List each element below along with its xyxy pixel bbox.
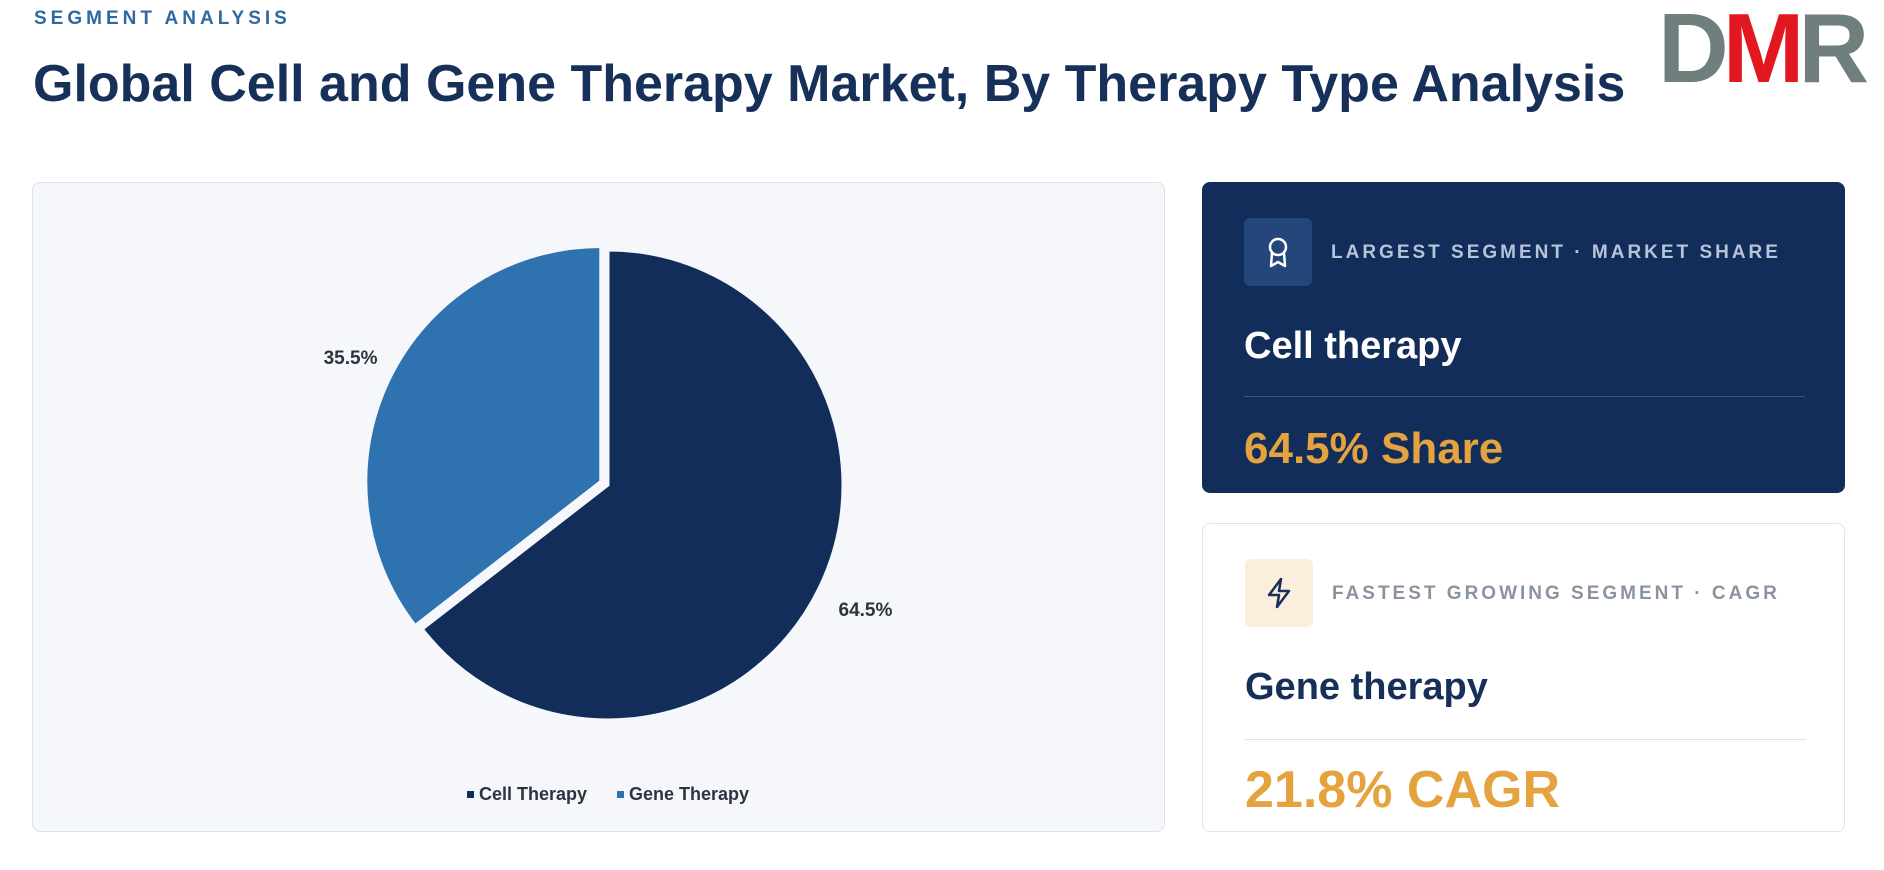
data-label: 35.5% — [324, 348, 378, 369]
logo-letter: D — [1658, 0, 1729, 103]
divider — [1244, 396, 1805, 397]
card: LARGEST SEGMENT · MARKET SHARE Cell ther… — [1202, 182, 1845, 493]
card: FASTEST GROWING SEGMENT · CAGR Gene ther… — [1202, 523, 1845, 832]
legend-label: Cell Therapy — [479, 784, 587, 804]
logo: DMR — [1658, 0, 1869, 105]
logo-letter: M — [1722, 0, 1805, 103]
card-name: Gene therapy — [1245, 666, 1488, 708]
data-label: 64.5% — [839, 600, 893, 621]
bolt-icon — [1267, 577, 1291, 609]
logo-letter: R — [1798, 0, 1869, 103]
icon — [1244, 218, 1312, 286]
card-name: Cell therapy — [1244, 325, 1462, 367]
icon — [1245, 559, 1313, 627]
card-label: FASTEST GROWING SEGMENT · CAGR — [1332, 583, 1780, 604]
divider — [1245, 739, 1806, 740]
legend-label: Gene Therapy — [629, 784, 749, 804]
card-metric: 64.5% Share — [1244, 424, 1504, 473]
card-label: LARGEST SEGMENT · MARKET SHARE — [1331, 242, 1781, 263]
card-metric: 21.8% CAGR — [1245, 761, 1560, 819]
award-icon — [1268, 237, 1288, 268]
legend-swatch — [617, 791, 624, 798]
eyebrow: SEGMENT ANALYSIS — [34, 8, 291, 29]
chart-panel: 64.5% 35.5% Cell Therapy Gene Therapy — [32, 182, 1165, 832]
page-title: Global Cell and Gene Therapy Market, By … — [33, 55, 1626, 113]
pie-slice — [364, 244, 603, 628]
chart: 64.5% 35.5% Cell Therapy Gene Therapy — [324, 244, 893, 804]
legend-swatch — [467, 791, 474, 798]
pie-slice — [420, 248, 845, 722]
